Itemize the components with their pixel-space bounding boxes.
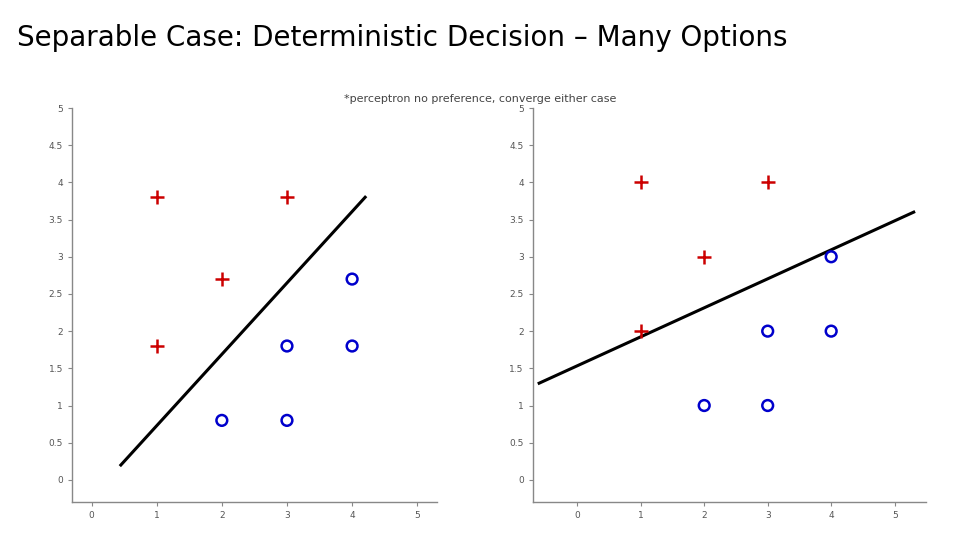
Point (760, 178, 776, 187)
Point (760, 327, 776, 335)
Point (214, 416, 229, 424)
Point (149, 342, 164, 350)
Point (345, 342, 360, 350)
Point (697, 252, 712, 261)
Point (345, 275, 360, 284)
Point (633, 327, 648, 335)
Text: *perceptron no preference, converge either case: *perceptron no preference, converge eith… (344, 94, 616, 105)
Point (279, 342, 295, 350)
Point (633, 178, 648, 187)
Point (279, 193, 295, 201)
Point (149, 193, 164, 201)
Point (214, 275, 229, 284)
Point (824, 252, 839, 261)
Point (760, 401, 776, 410)
Point (279, 416, 295, 424)
Point (697, 401, 712, 410)
Text: Separable Case: Deterministic Decision – Many Options: Separable Case: Deterministic Decision –… (17, 24, 788, 52)
Point (824, 327, 839, 335)
